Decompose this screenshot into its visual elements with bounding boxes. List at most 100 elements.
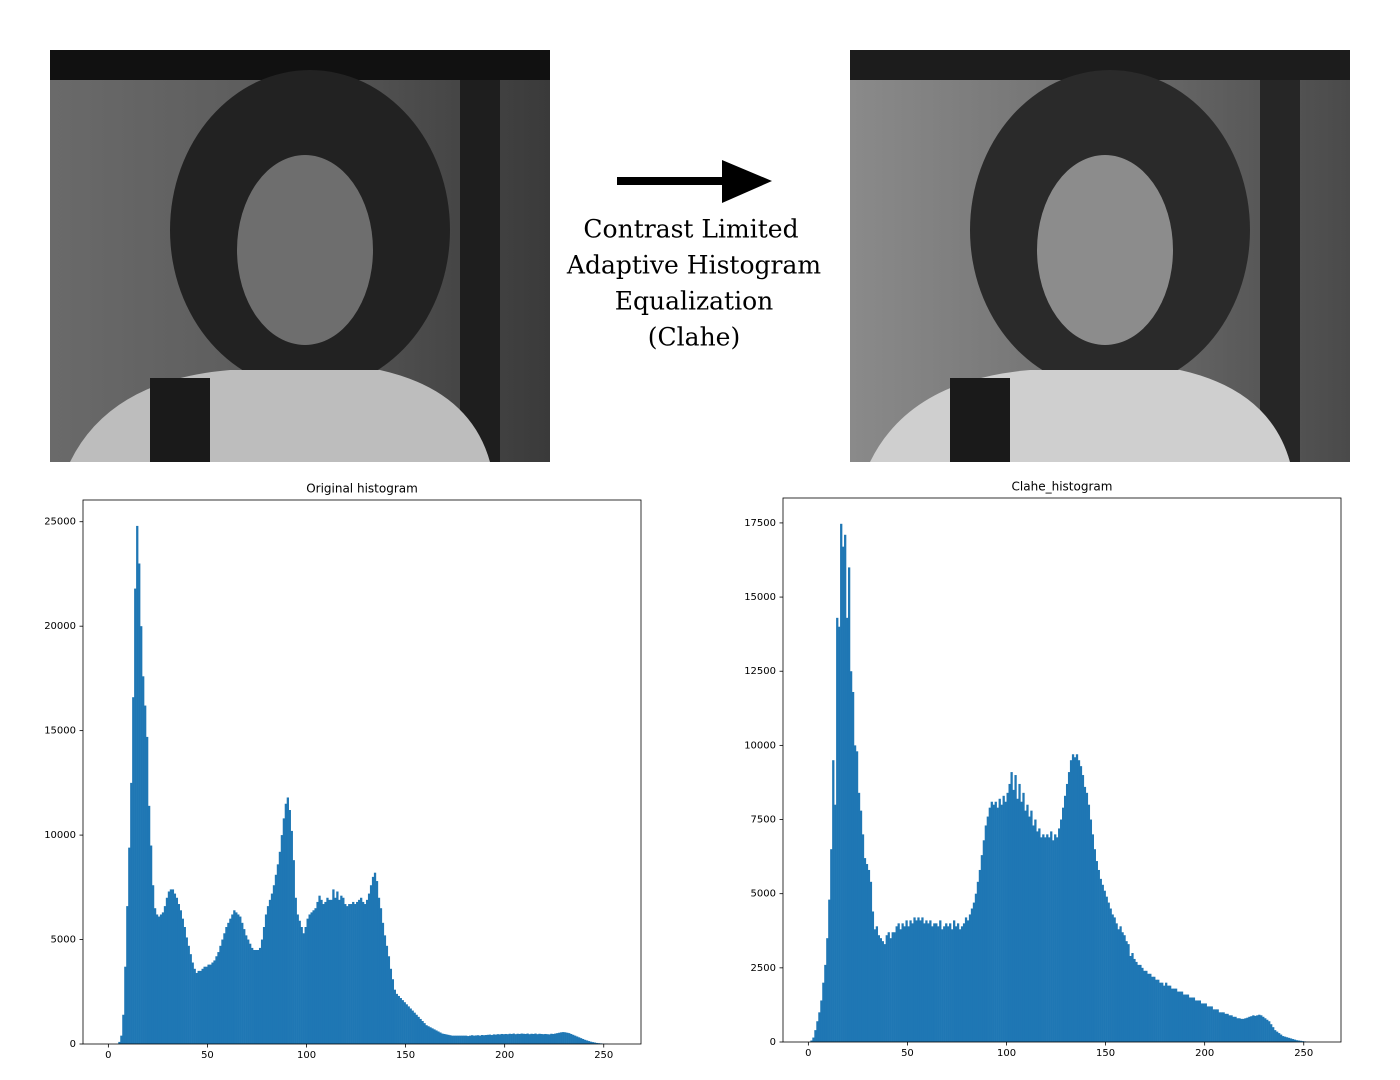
bar — [504, 1033, 507, 1044]
bar — [1018, 783, 1021, 1042]
bar — [175, 897, 179, 1044]
bar — [415, 1014, 418, 1044]
bar — [1169, 985, 1172, 1042]
bar — [536, 1034, 539, 1044]
y-tick-label: 0 — [70, 1039, 76, 1050]
bar — [1095, 861, 1098, 1042]
bar — [437, 1031, 440, 1044]
bar — [328, 899, 331, 1044]
bar — [1234, 1016, 1237, 1042]
bar — [953, 920, 956, 1042]
bar — [488, 1034, 492, 1044]
bar — [274, 874, 278, 1044]
bar — [1289, 1038, 1293, 1042]
bar — [1026, 804, 1029, 1042]
bar — [1250, 1016, 1253, 1042]
bar — [836, 617, 839, 1042]
bar — [1202, 1003, 1205, 1042]
bar — [1006, 792, 1009, 1042]
bar — [1058, 828, 1061, 1042]
bar — [296, 914, 299, 1044]
bar — [211, 962, 214, 1044]
bar — [572, 1034, 575, 1044]
bar — [231, 914, 234, 1044]
bar — [292, 860, 295, 1044]
bar — [1151, 976, 1154, 1042]
bar — [1212, 1009, 1215, 1042]
bar — [579, 1038, 583, 1044]
bar — [528, 1034, 531, 1044]
bar — [976, 881, 980, 1042]
bar — [587, 1041, 591, 1044]
arrow — [617, 160, 772, 203]
bar — [235, 912, 238, 1044]
bar — [820, 1000, 823, 1042]
bar — [290, 830, 293, 1044]
bar — [1206, 1006, 1209, 1042]
bar — [945, 923, 948, 1042]
bar — [1178, 991, 1182, 1042]
bar — [350, 904, 353, 1044]
bar — [1244, 1018, 1247, 1042]
bar — [1226, 1013, 1229, 1042]
bar — [538, 1033, 541, 1044]
bar — [1266, 1019, 1269, 1042]
bar — [469, 1035, 472, 1044]
y-tick-label: 5000 — [51, 935, 76, 946]
bar — [1279, 1034, 1283, 1042]
bar — [276, 864, 280, 1044]
bar — [818, 1012, 821, 1042]
bar — [548, 1034, 551, 1044]
bar — [512, 1033, 515, 1044]
bar — [185, 937, 188, 1044]
bar — [1268, 1021, 1271, 1042]
bar — [925, 920, 928, 1042]
bar — [1301, 1041, 1305, 1042]
histogram-bars — [810, 523, 1310, 1042]
bar — [330, 899, 333, 1044]
bar — [411, 1010, 414, 1044]
bar — [472, 1035, 476, 1044]
bar — [1216, 1009, 1219, 1042]
bar — [445, 1034, 448, 1044]
bar — [387, 956, 391, 1044]
bar — [308, 914, 311, 1044]
bar — [873, 929, 877, 1042]
bar — [1008, 783, 1011, 1042]
bar — [1020, 801, 1023, 1042]
bar — [482, 1035, 486, 1044]
bar — [1121, 932, 1124, 1042]
bar — [340, 895, 343, 1044]
bar — [956, 923, 960, 1042]
bar — [389, 968, 393, 1044]
bar — [316, 901, 319, 1044]
bar — [461, 1035, 464, 1044]
y-tick-label: 20000 — [44, 621, 76, 632]
bar — [871, 911, 875, 1042]
bar — [1287, 1037, 1291, 1042]
bar — [1012, 789, 1015, 1042]
x-tick-label: 250 — [1294, 1048, 1313, 1059]
bar — [478, 1035, 482, 1044]
bar — [974, 893, 978, 1042]
bar — [439, 1032, 442, 1044]
bar — [1099, 878, 1102, 1042]
bar — [814, 1030, 817, 1042]
y-tick-label: 12500 — [744, 666, 776, 677]
bar — [354, 904, 357, 1044]
bar — [972, 902, 976, 1042]
bar — [844, 534, 847, 1042]
bar — [881, 941, 884, 1042]
bar — [913, 917, 916, 1042]
bar — [146, 736, 149, 1044]
bar — [832, 760, 835, 1042]
bar — [1036, 831, 1039, 1042]
bar — [140, 626, 143, 1044]
bar — [502, 1034, 505, 1044]
bar — [899, 929, 902, 1042]
bar — [360, 897, 363, 1044]
bar — [1222, 1012, 1225, 1042]
bar — [1056, 837, 1059, 1042]
bar — [1032, 825, 1035, 1042]
